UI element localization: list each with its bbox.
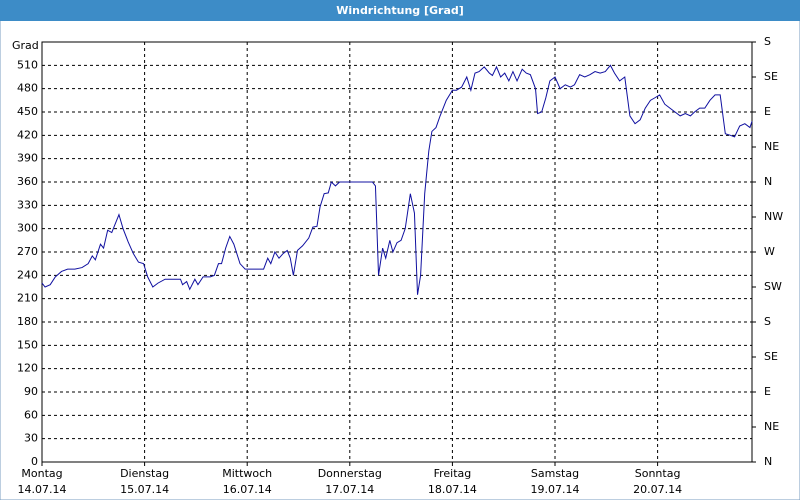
y2-tick-label: SE	[764, 70, 778, 83]
y-tick-label: 180	[17, 315, 38, 328]
y2-tick-label: S	[764, 35, 771, 48]
x-tick-label: Freitag	[434, 467, 472, 480]
y-tick-label: 480	[17, 82, 38, 95]
x-tick-label: 16.07.14	[223, 483, 272, 496]
y2-tick-label: NE	[764, 140, 779, 153]
x-tick-label: 20.07.14	[633, 483, 682, 496]
y-tick-label: 60	[24, 408, 38, 421]
x-tick-label: 15.07.14	[120, 483, 169, 496]
y-tick-label: 330	[17, 198, 38, 211]
y-tick-label: 120	[17, 362, 38, 375]
y2-tick-label: E	[764, 385, 771, 398]
y-tick-label: 210	[17, 292, 38, 305]
y-tick-label: 0	[31, 455, 38, 468]
y-tick-label: 240	[17, 268, 38, 281]
chart-title: Windrichtung [Grad]	[336, 4, 464, 17]
y-tick-label: 270	[17, 245, 38, 258]
x-tick-label: 17.07.14	[325, 483, 374, 496]
y-tick-label: 510	[17, 58, 38, 71]
x-tick-label: Mittwoch	[222, 467, 272, 480]
y-tick-label: 420	[17, 128, 38, 141]
x-tick-label: 14.07.14	[18, 483, 67, 496]
y-tick-label: 390	[17, 152, 38, 165]
x-tick-label: Samstag	[531, 467, 579, 480]
y-tick-label: 150	[17, 338, 38, 351]
y-tick-label: 360	[17, 175, 38, 188]
y-axis-label: Grad	[12, 39, 39, 52]
y2-tick-label: W	[764, 245, 775, 258]
y2-tick-label: SE	[764, 350, 778, 363]
y-tick-label: 450	[17, 105, 38, 118]
y-tick-label: 90	[24, 385, 38, 398]
y2-tick-label: E	[764, 105, 771, 118]
x-tick-label: Donnerstag	[318, 467, 382, 480]
y2-tick-label: N	[764, 175, 772, 188]
y2-tick-label: NE	[764, 420, 779, 433]
title-bar	[0, 0, 800, 21]
y-tick-label: 300	[17, 222, 38, 235]
x-tick-label: Montag	[21, 467, 62, 480]
data-line	[41, 64, 753, 295]
y-tick-label: 30	[24, 432, 38, 445]
y2-tick-label: N	[764, 455, 772, 468]
x-tick-label: 18.07.14	[428, 483, 477, 496]
x-tick-label: Sonntag	[635, 467, 681, 480]
y2-tick-label: NW	[764, 210, 783, 223]
y2-tick-label: S	[764, 315, 771, 328]
y2-tick-label: SW	[764, 280, 782, 293]
x-tick-label: 19.07.14	[531, 483, 580, 496]
x-tick-label: Dienstag	[120, 467, 169, 480]
